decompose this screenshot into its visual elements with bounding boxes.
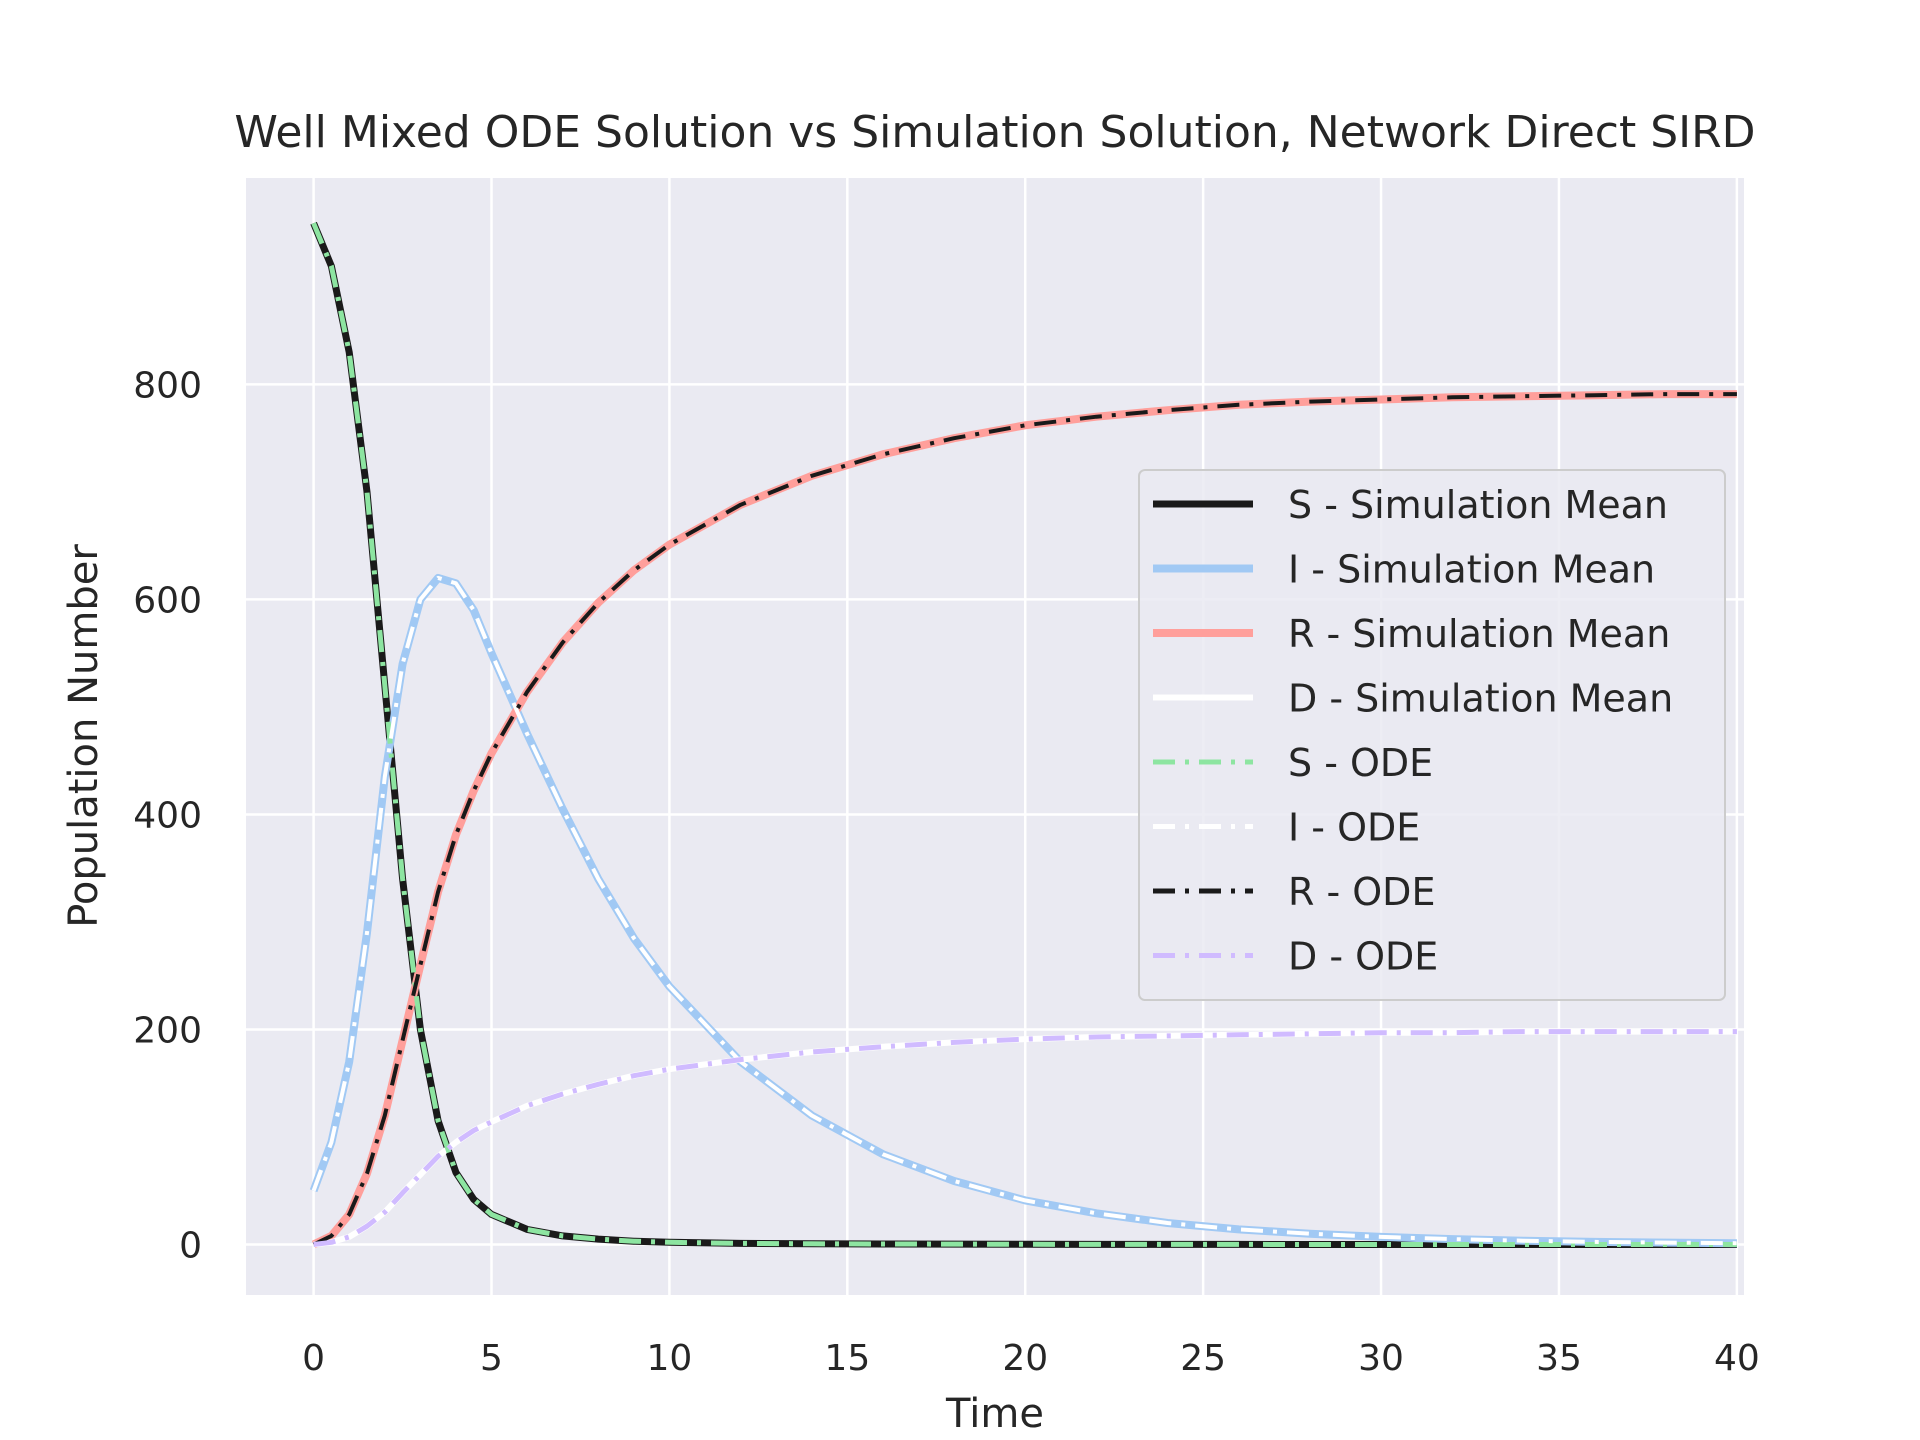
chart-title: Well Mixed ODE Solution vs Simulation So…: [234, 107, 1755, 158]
legend-label: R - Simulation Mean: [1288, 612, 1670, 656]
series-line-s-ode: [311, 222, 1737, 1247]
legend: S - Simulation Mean I - Simulation Mean R …: [1138, 469, 1726, 1001]
legend-label: S - Simulation Mean: [1288, 483, 1668, 527]
legend-label: R - ODE: [1288, 870, 1435, 914]
y-tick-label: 0: [179, 1225, 202, 1266]
legend-label: D - Simulation Mean: [1288, 677, 1673, 721]
y-axis-label: Population Number: [61, 544, 107, 928]
series-lines: [309, 221, 1737, 1249]
legend-box: [1138, 469, 1726, 1001]
x-tick-label: 5: [480, 1338, 503, 1379]
series-line-i-ode: [311, 575, 1737, 1246]
series-line-d-ode: [313, 1029, 1737, 1247]
x-tick-label: 25: [1180, 1338, 1226, 1379]
y-tick-label: 600: [133, 580, 202, 621]
series-line-r-ode: [312, 392, 1737, 1247]
x-tick-label: 40: [1714, 1338, 1760, 1379]
y-tick-label: 400: [133, 795, 202, 836]
y-tick-label: 800: [133, 365, 202, 406]
y-tick-label: 200: [133, 1010, 202, 1051]
legend-label: I - ODE: [1288, 806, 1420, 850]
x-tick-label: 20: [1002, 1338, 1048, 1379]
x-tick-label: 10: [647, 1338, 693, 1379]
legend-label: S - ODE: [1288, 741, 1433, 785]
legend-label: D - ODE: [1288, 935, 1438, 979]
legend-label: I - Simulation Mean: [1288, 548, 1655, 592]
x-tick-label: 30: [1358, 1338, 1404, 1379]
x-tick-label: 15: [824, 1338, 870, 1379]
x-axis-label: Time: [945, 1391, 1044, 1437]
x-tick-label: 35: [1536, 1338, 1582, 1379]
x-tick-label: 0: [302, 1338, 325, 1379]
